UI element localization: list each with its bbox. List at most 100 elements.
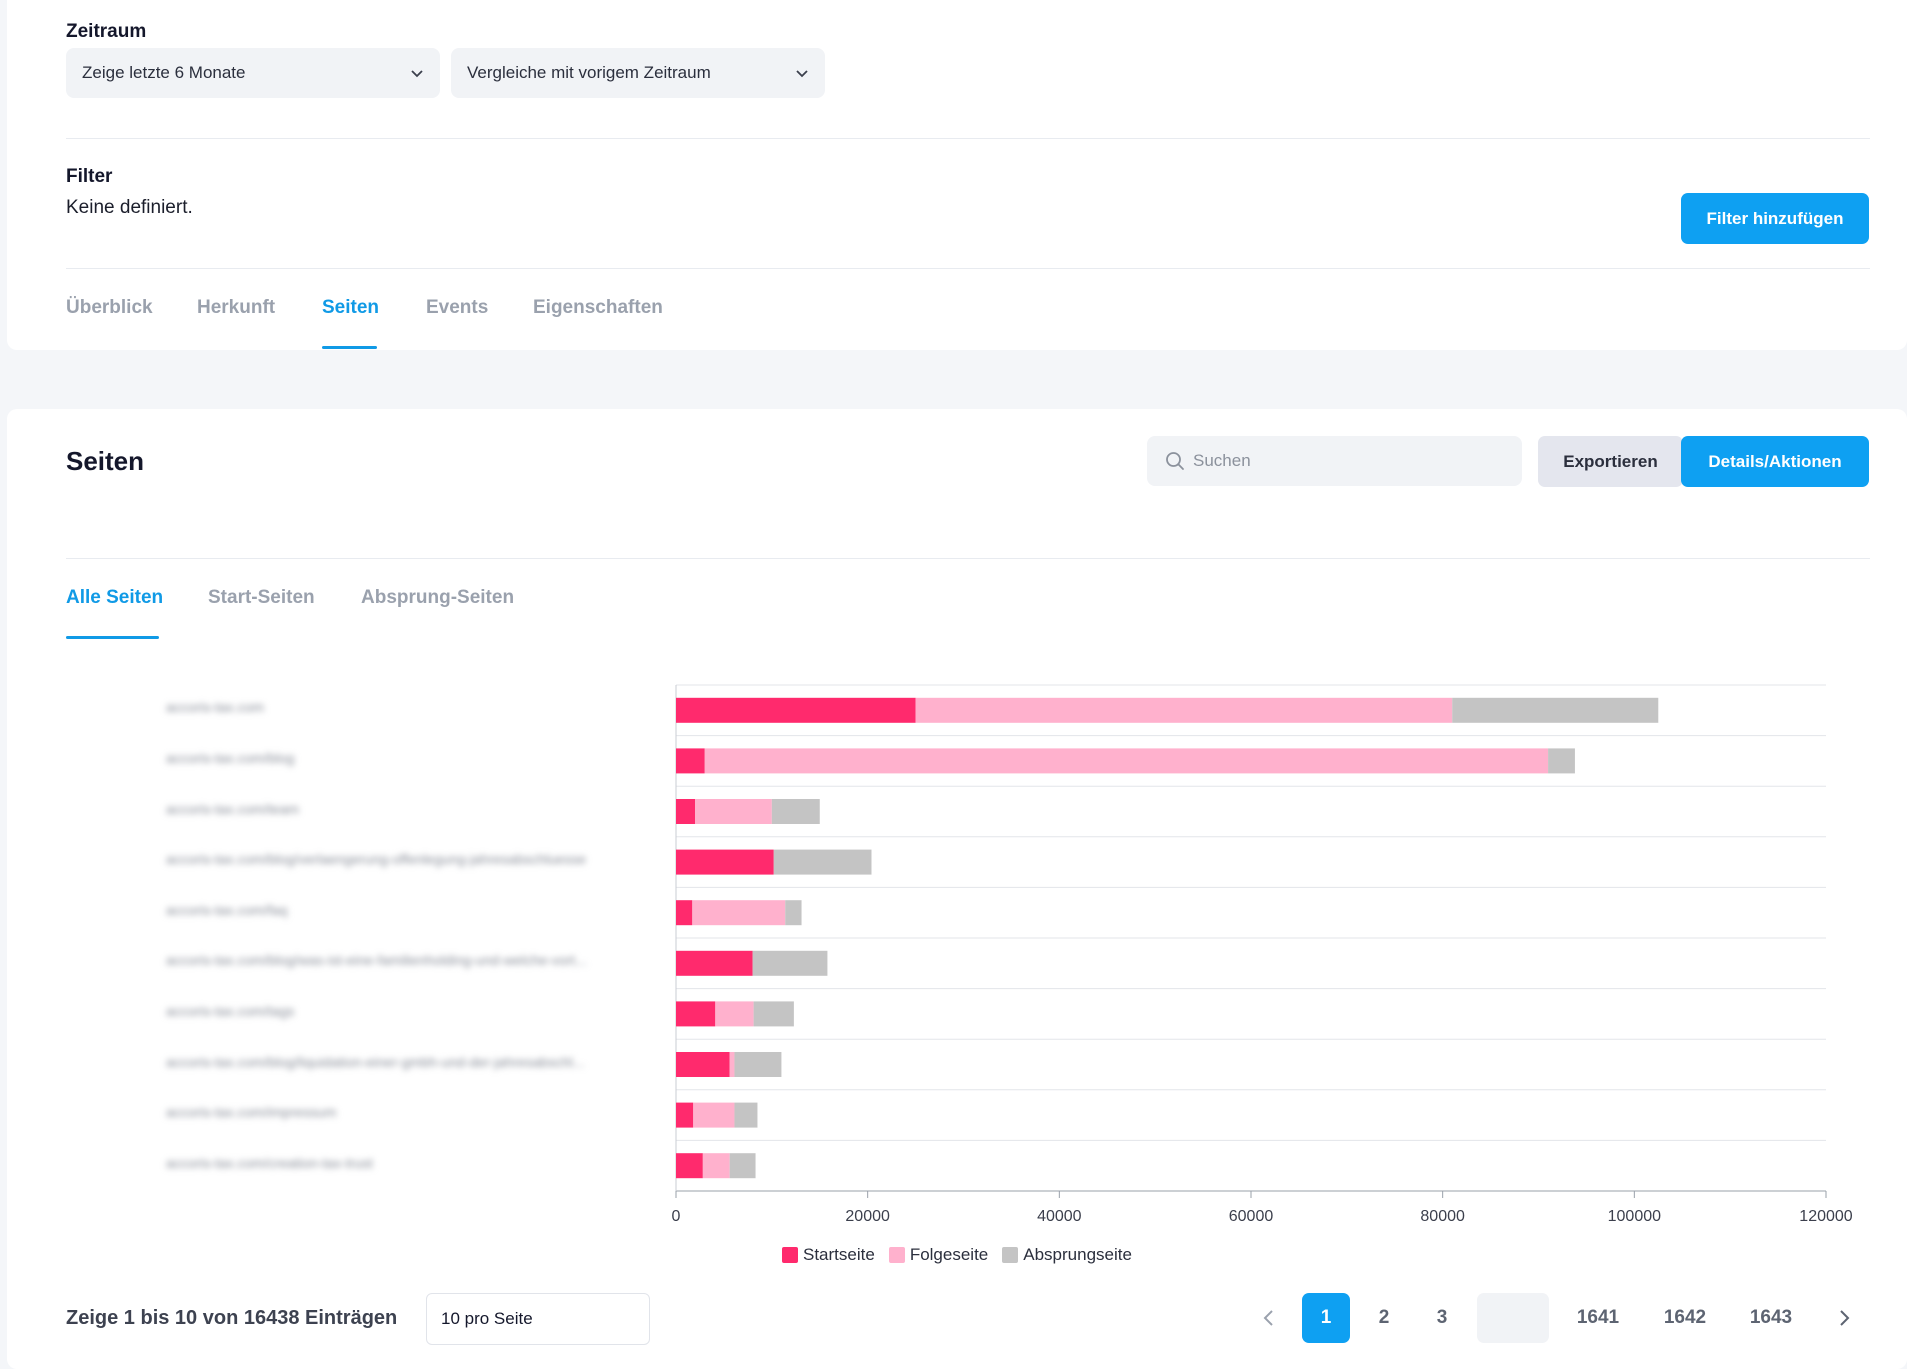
x-tick-label: 60000	[1229, 1208, 1274, 1225]
pages-card	[7, 409, 1907, 1369]
tab-seiten[interactable]: Seiten	[322, 297, 380, 318]
legend-swatch	[888, 1247, 905, 1263]
x-tick-label: 100000	[1608, 1208, 1661, 1225]
bar-startseite-10[interactable]	[676, 1153, 703, 1179]
section-title: Seiten	[66, 446, 145, 476]
bar-startseite-7[interactable]	[676, 1001, 716, 1027]
tab-alle-seiten[interactable]: Alle Seiten	[66, 587, 164, 608]
filter-label: Filter	[66, 166, 113, 187]
tab-absprung-seiten[interactable]: Absprung-Seiten	[361, 587, 515, 608]
chevron-left-icon	[1263, 1310, 1273, 1326]
pager-prev-button[interactable]	[1255, 1293, 1283, 1343]
pager-ellipsis	[1477, 1293, 1549, 1343]
add-filter-button[interactable]: Filter hinzufügen	[1681, 193, 1869, 244]
bar-folgeseite-1[interactable]	[915, 697, 1453, 723]
x-tick-label: 20000	[845, 1208, 890, 1225]
per-page-value: 10 pro Seite	[441, 1309, 533, 1328]
tab-herkunft[interactable]: Herkunft	[197, 297, 276, 318]
active-subtab-indicator	[66, 636, 159, 639]
row-label: accoris-tax.com/team	[166, 800, 300, 817]
bar-absprungseite-10[interactable]	[729, 1153, 756, 1179]
tab-ueberblick[interactable]: Überblick	[66, 297, 153, 318]
bar-absprungseite-9[interactable]	[734, 1102, 758, 1128]
bar-startseite-5[interactable]	[676, 900, 693, 926]
compare-select[interactable]: Vergleiche mit vorigem Zeitraum	[451, 48, 825, 98]
legend-item-absprungseite[interactable]: Absprungseite	[1002, 1245, 1132, 1265]
row-label: accoris-tax.com/blog/verlaengerung-offen…	[166, 851, 586, 868]
bar-startseite-4[interactable]	[676, 849, 774, 875]
bar-folgeseite-10[interactable]	[702, 1153, 730, 1179]
bar-absprungseite-5[interactable]	[785, 900, 802, 926]
period-select[interactable]: Zeige letzte 6 Monate	[66, 48, 440, 98]
chevron-down-icon	[411, 70, 423, 78]
legend-label: Startseite	[803, 1245, 875, 1264]
row-label: accoris-tax.com/faq	[166, 901, 288, 918]
period-select-value: Zeige letzte 6 Monate	[82, 63, 246, 82]
search-input[interactable]: Suchen	[1147, 436, 1522, 486]
divider	[66, 268, 1870, 269]
row-label: accoris-tax.com	[166, 699, 265, 716]
bar-startseite-3[interactable]	[676, 799, 696, 824]
pager-page-2[interactable]: 2	[1378, 1307, 1390, 1328]
bar-absprungseite-6[interactable]	[752, 950, 828, 976]
row-label: accoris-tax.com/blog/was-ist-eine-famili…	[166, 952, 587, 969]
legend-swatch	[1002, 1247, 1019, 1263]
bar-absprungseite-1[interactable]	[1452, 697, 1659, 723]
compare-select-value: Vergleiche mit vorigem Zeitraum	[467, 63, 711, 82]
row-label: accoris-tax.com/creation-tax-trust	[166, 1154, 373, 1171]
zeitraum-label: Zeitraum	[66, 21, 147, 42]
bar-folgeseite-9[interactable]	[693, 1102, 735, 1128]
bar-absprungseite-4[interactable]	[773, 849, 872, 875]
row-label: accoris-tax.com/tags	[166, 1002, 295, 1019]
chevron-down-icon	[796, 70, 808, 78]
pager-page-1641[interactable]: 1641	[1576, 1307, 1620, 1328]
pager-page-1642[interactable]: 1642	[1663, 1307, 1707, 1328]
chart-legend: Startseite Folgeseite Absprungseite	[782, 1245, 1146, 1268]
legend-label: Folgeseite	[909, 1245, 989, 1264]
row-label: accoris-tax.com/blog/liquidation-einer-g…	[166, 1053, 585, 1070]
export-button[interactable]: Exportieren	[1538, 436, 1683, 487]
legend-item-startseite[interactable]: Startseite	[782, 1245, 875, 1265]
bar-absprungseite-7[interactable]	[753, 1001, 794, 1027]
per-page-select[interactable]: 10 pro Seite	[426, 1293, 650, 1345]
tab-events[interactable]: Events	[426, 297, 489, 318]
x-tick-label: 80000	[1420, 1208, 1465, 1225]
bar-startseite-2[interactable]	[676, 748, 705, 774]
bar-folgeseite-5[interactable]	[692, 900, 786, 926]
tab-start-seiten[interactable]: Start-Seiten	[208, 587, 315, 608]
row-label: accoris-tax.com/impressum	[166, 1104, 337, 1121]
row-label: accoris-tax.com/blog	[166, 749, 295, 766]
pager-page-1643[interactable]: 1643	[1749, 1307, 1793, 1328]
chevron-right-icon	[1840, 1310, 1850, 1326]
bar-startseite-8[interactable]	[676, 1052, 730, 1077]
divider	[66, 138, 1870, 139]
bar-startseite-6[interactable]	[676, 950, 753, 976]
bar-folgeseite-3[interactable]	[695, 799, 772, 824]
x-tick-label: 40000	[1037, 1208, 1082, 1225]
pager-page-3[interactable]: 3	[1436, 1307, 1448, 1328]
details-actions-button[interactable]: Details/Aktionen	[1681, 436, 1869, 487]
search-icon	[1166, 452, 1184, 470]
legend-label: Absprungseite	[1023, 1245, 1132, 1264]
filter-value: Keine definiert.	[66, 197, 193, 218]
tab-eigenschaften[interactable]: Eigenschaften	[533, 297, 663, 318]
x-tick-label: 120000	[1799, 1208, 1852, 1225]
bar-startseite-1[interactable]	[676, 697, 916, 723]
pagination-summary: Zeige 1 bis 10 von 16438 Einträgen	[66, 1307, 398, 1329]
bar-startseite-9[interactable]	[676, 1102, 694, 1128]
bar-absprungseite-2[interactable]	[1548, 748, 1575, 774]
active-tab-indicator	[322, 346, 377, 349]
pager-next-button[interactable]	[1830, 1293, 1858, 1343]
bar-absprungseite-3[interactable]	[771, 799, 820, 824]
pager-page-1[interactable]: 1	[1302, 1293, 1350, 1343]
x-tick-label: 0	[672, 1208, 681, 1225]
bar-folgeseite-8[interactable]	[729, 1052, 735, 1077]
legend-swatch	[782, 1247, 798, 1263]
bar-absprungseite-8[interactable]	[734, 1052, 782, 1077]
legend-item-folgeseite[interactable]: Folgeseite	[888, 1245, 989, 1265]
search-placeholder: Suchen	[1193, 451, 1251, 470]
divider	[66, 558, 1870, 559]
bar-folgeseite-7[interactable]	[715, 1001, 754, 1027]
bar-folgeseite-2[interactable]	[704, 748, 1549, 774]
